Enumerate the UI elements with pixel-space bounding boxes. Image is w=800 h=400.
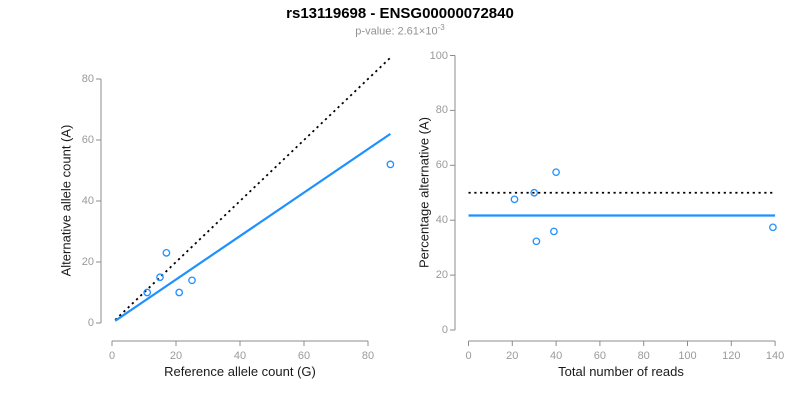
p-value-text: p-value: 2.61×10: [355, 25, 438, 38]
left-plot-x-tick-label: 80: [361, 350, 375, 362]
plot-subtitle: p-value: 2.61×10-3: [0, 23, 800, 38]
left-plot-x-tick-label: 0: [108, 350, 116, 362]
right-plot-y-tick-label: 60: [435, 159, 448, 172]
right-plot-data-point: [530, 188, 539, 197]
left-x-axis-title: Reference allele count (G): [164, 364, 316, 379]
left-plot-y-tick-label: 20: [81, 256, 94, 268]
left-plot-data-point: [143, 288, 152, 297]
right-plot-x-tick-label: 120: [722, 350, 741, 362]
right-plot-x-tick-label: 0: [465, 350, 472, 362]
right-plot-y-tick-label: 100: [429, 49, 448, 62]
left-plot-y-tick-label: 0: [87, 317, 94, 329]
p-value-exponent: -3: [437, 23, 445, 32]
right-plot-y-tick-label: 40: [435, 214, 448, 227]
right-plot-data-point: [532, 237, 541, 246]
right-y-axis-title: Percentage alternative (A): [416, 116, 432, 269]
left-plot-data-point: [386, 160, 395, 169]
right-plot-x-tick-label: 40: [549, 350, 563, 362]
left-plot-y-tick-label: 80: [81, 73, 94, 85]
right-plot-data-point: [550, 227, 558, 236]
right-x-axis-title: Total number of reads: [558, 364, 684, 379]
left-plot-data-point: [188, 276, 196, 285]
right-plot-x-tick-label: 140: [765, 350, 785, 362]
left-plot-y-tick-label: 40: [81, 195, 94, 207]
left-plot-data-point: [156, 273, 164, 282]
right-plot-x-tick-label: 100: [678, 350, 697, 362]
right-plot-data-point: [510, 195, 519, 204]
left-plot-y-tick-label: 60: [81, 134, 94, 146]
right-plot-x-tick-label: 20: [506, 350, 519, 362]
right-plot-y-tick-label: 0: [441, 324, 448, 336]
right-plot-data-point: [552, 168, 560, 177]
right-plot-x-tick-label: 80: [637, 350, 650, 362]
right-plot-data-point: [769, 223, 777, 232]
left-plot-x-tick-label: 60: [297, 350, 311, 362]
identity-line: [114, 56, 392, 321]
plot-title: rs13119698 - ENSG00000072840: [286, 5, 514, 22]
left-plot-x-tick-label: 20: [169, 350, 183, 362]
left-plot-data-point: [175, 288, 184, 297]
right-plot-y-tick-label: 20: [435, 269, 448, 282]
left-plot-data-point: [162, 249, 171, 257]
regression-line: [114, 132, 392, 322]
right-plot-y-tick-label: 80: [435, 104, 448, 117]
left-plot-x-tick-label: 40: [233, 350, 247, 362]
right-plot-x-tick-label: 60: [593, 350, 607, 362]
